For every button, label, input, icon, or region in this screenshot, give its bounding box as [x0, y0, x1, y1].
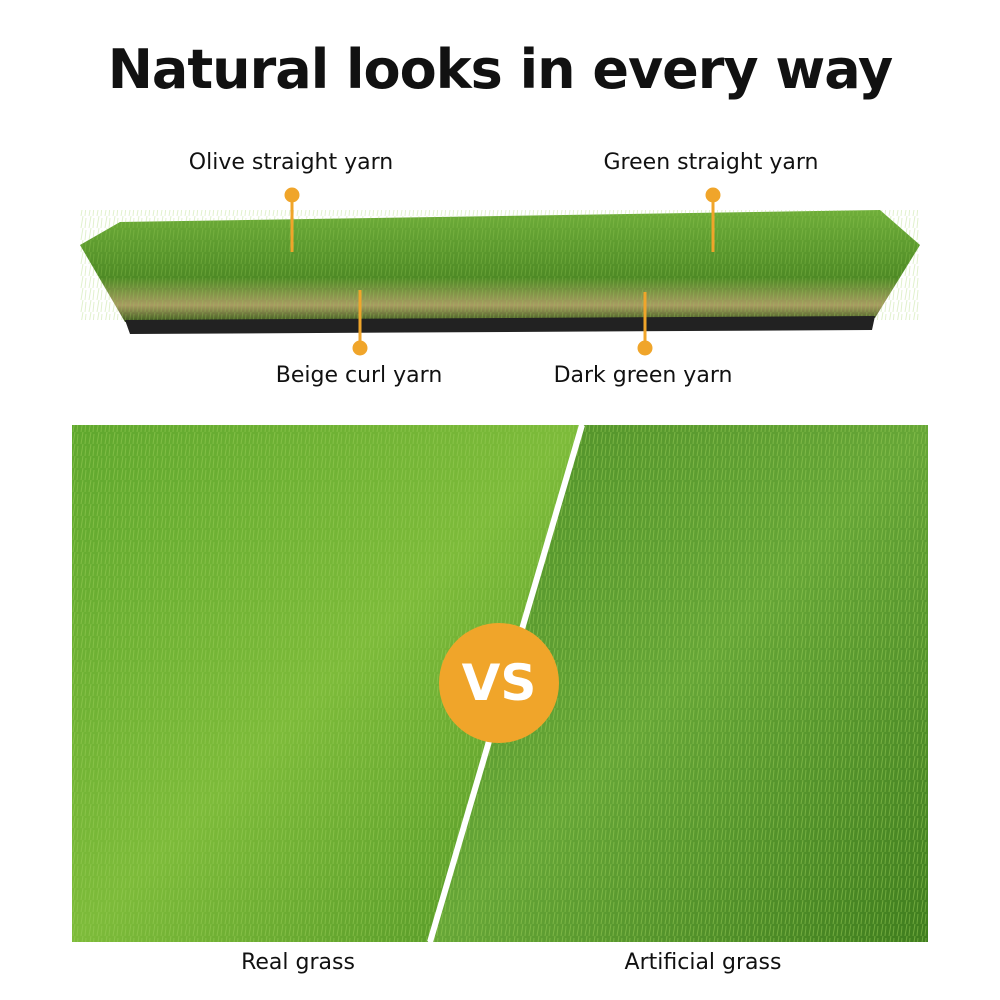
- artificial-grass-caption: Artificial grass: [624, 950, 782, 975]
- callout-dot: [352, 340, 368, 356]
- vs-badge: VS: [439, 623, 559, 743]
- callout-green-straight-yarn: Green straight yarn: [603, 150, 819, 175]
- callout-olive-straight-yarn: Olive straight yarn: [188, 150, 394, 175]
- real-grass-photo: [72, 425, 580, 942]
- page-title: Natural looks in every way: [107, 38, 894, 101]
- callout-dot: [284, 187, 300, 203]
- callout-beige-curl-yarn: Beige curl yarn: [275, 363, 443, 388]
- artificial-grass-photo: [432, 425, 928, 942]
- callout-dot: [705, 187, 721, 203]
- callout-dot: [637, 340, 653, 356]
- turf-sample: [80, 210, 920, 334]
- real-grass-caption: Real grass: [241, 950, 355, 975]
- callout-dark-green-yarn: Dark green yarn: [553, 363, 733, 388]
